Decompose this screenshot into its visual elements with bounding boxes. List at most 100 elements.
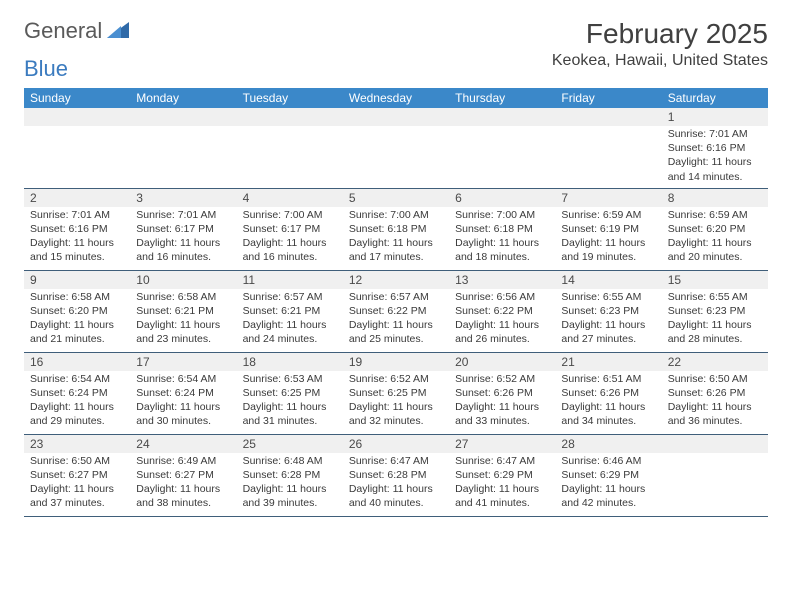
day-cell: 3Sunrise: 7:01 AMSunset: 6:17 PMDaylight… [130, 188, 236, 270]
weekday-header: Saturday [662, 88, 768, 108]
day-cell: 24Sunrise: 6:49 AMSunset: 6:27 PMDayligh… [130, 434, 236, 516]
day-cell: 7Sunrise: 6:59 AMSunset: 6:19 PMDaylight… [555, 188, 661, 270]
day-cell: 6Sunrise: 7:00 AMSunset: 6:18 PMDaylight… [449, 188, 555, 270]
week-row: 16Sunrise: 6:54 AMSunset: 6:24 PMDayligh… [24, 352, 768, 434]
day-number: 17 [130, 353, 236, 371]
daylight-text: Daylight: 11 hours and 38 minutes. [136, 482, 230, 510]
daylight-text: Daylight: 11 hours and 16 minutes. [136, 236, 230, 264]
day-number: 21 [555, 353, 661, 371]
sunrise-text: Sunrise: 6:52 AM [455, 372, 549, 386]
day-cell: 15Sunrise: 6:55 AMSunset: 6:23 PMDayligh… [662, 270, 768, 352]
day-details: Sunrise: 6:58 AMSunset: 6:20 PMDaylight:… [24, 289, 130, 351]
day-cell [237, 108, 343, 188]
sunset-text: Sunset: 6:28 PM [243, 468, 337, 482]
day-cell: 17Sunrise: 6:54 AMSunset: 6:24 PMDayligh… [130, 352, 236, 434]
daylight-text: Daylight: 11 hours and 34 minutes. [561, 400, 655, 428]
day-number: 18 [237, 353, 343, 371]
daylight-text: Daylight: 11 hours and 41 minutes. [455, 482, 549, 510]
day-details: Sunrise: 6:48 AMSunset: 6:28 PMDaylight:… [237, 453, 343, 515]
daylight-text: Daylight: 11 hours and 27 minutes. [561, 318, 655, 346]
daylight-text: Daylight: 11 hours and 37 minutes. [30, 482, 124, 510]
day-number [555, 108, 661, 126]
sunrise-text: Sunrise: 7:01 AM [30, 208, 124, 222]
day-number: 14 [555, 271, 661, 289]
sunrise-text: Sunrise: 6:58 AM [30, 290, 124, 304]
sunset-text: Sunset: 6:27 PM [30, 468, 124, 482]
sunrise-text: Sunrise: 6:58 AM [136, 290, 230, 304]
day-number [662, 435, 768, 453]
daylight-text: Daylight: 11 hours and 25 minutes. [349, 318, 443, 346]
day-details: Sunrise: 6:59 AMSunset: 6:20 PMDaylight:… [662, 207, 768, 269]
day-cell: 9Sunrise: 6:58 AMSunset: 6:20 PMDaylight… [24, 270, 130, 352]
sunset-text: Sunset: 6:21 PM [136, 304, 230, 318]
logo-triangle-icon [107, 20, 129, 43]
day-details: Sunrise: 7:00 AMSunset: 6:18 PMDaylight:… [343, 207, 449, 269]
weekday-header-row: Sunday Monday Tuesday Wednesday Thursday… [24, 88, 768, 108]
weekday-header: Sunday [24, 88, 130, 108]
sunset-text: Sunset: 6:16 PM [668, 141, 762, 155]
day-details: Sunrise: 6:47 AMSunset: 6:28 PMDaylight:… [343, 453, 449, 515]
day-details: Sunrise: 6:46 AMSunset: 6:29 PMDaylight:… [555, 453, 661, 515]
day-number: 25 [237, 435, 343, 453]
day-number [449, 108, 555, 126]
sunset-text: Sunset: 6:24 PM [30, 386, 124, 400]
day-cell: 25Sunrise: 6:48 AMSunset: 6:28 PMDayligh… [237, 434, 343, 516]
daylight-text: Daylight: 11 hours and 28 minutes. [668, 318, 762, 346]
day-details: Sunrise: 6:52 AMSunset: 6:26 PMDaylight:… [449, 371, 555, 433]
sunset-text: Sunset: 6:26 PM [455, 386, 549, 400]
day-number: 2 [24, 189, 130, 207]
sunrise-text: Sunrise: 6:47 AM [349, 454, 443, 468]
day-details: Sunrise: 7:01 AMSunset: 6:16 PMDaylight:… [24, 207, 130, 269]
daylight-text: Daylight: 11 hours and 30 minutes. [136, 400, 230, 428]
day-number: 22 [662, 353, 768, 371]
day-details: Sunrise: 6:52 AMSunset: 6:25 PMDaylight:… [343, 371, 449, 433]
day-cell: 16Sunrise: 6:54 AMSunset: 6:24 PMDayligh… [24, 352, 130, 434]
sunset-text: Sunset: 6:25 PM [349, 386, 443, 400]
day-cell: 12Sunrise: 6:57 AMSunset: 6:22 PMDayligh… [343, 270, 449, 352]
sunset-text: Sunset: 6:29 PM [455, 468, 549, 482]
day-number: 13 [449, 271, 555, 289]
week-row: 2Sunrise: 7:01 AMSunset: 6:16 PMDaylight… [24, 188, 768, 270]
week-row: 1Sunrise: 7:01 AMSunset: 6:16 PMDaylight… [24, 108, 768, 188]
day-number [24, 108, 130, 126]
sunrise-text: Sunrise: 6:48 AM [243, 454, 337, 468]
daylight-text: Daylight: 11 hours and 40 minutes. [349, 482, 443, 510]
sunset-text: Sunset: 6:22 PM [349, 304, 443, 318]
daylight-text: Daylight: 11 hours and 31 minutes. [243, 400, 337, 428]
day-cell: 14Sunrise: 6:55 AMSunset: 6:23 PMDayligh… [555, 270, 661, 352]
weekday-header: Friday [555, 88, 661, 108]
day-number: 28 [555, 435, 661, 453]
sunset-text: Sunset: 6:26 PM [668, 386, 762, 400]
sunrise-text: Sunrise: 6:57 AM [349, 290, 443, 304]
daylight-text: Daylight: 11 hours and 16 minutes. [243, 236, 337, 264]
sunset-text: Sunset: 6:17 PM [243, 222, 337, 236]
day-number: 26 [343, 435, 449, 453]
day-cell: 28Sunrise: 6:46 AMSunset: 6:29 PMDayligh… [555, 434, 661, 516]
sunrise-text: Sunrise: 7:01 AM [668, 127, 762, 141]
sunset-text: Sunset: 6:17 PM [136, 222, 230, 236]
day-details: Sunrise: 6:56 AMSunset: 6:22 PMDaylight:… [449, 289, 555, 351]
daylight-text: Daylight: 11 hours and 18 minutes. [455, 236, 549, 264]
day-cell [555, 108, 661, 188]
day-number: 20 [449, 353, 555, 371]
day-details: Sunrise: 6:57 AMSunset: 6:22 PMDaylight:… [343, 289, 449, 351]
day-cell: 4Sunrise: 7:00 AMSunset: 6:17 PMDaylight… [237, 188, 343, 270]
sunrise-text: Sunrise: 6:49 AM [136, 454, 230, 468]
calendar-table: Sunday Monday Tuesday Wednesday Thursday… [24, 88, 768, 517]
daylight-text: Daylight: 11 hours and 14 minutes. [668, 155, 762, 183]
sunrise-text: Sunrise: 6:54 AM [136, 372, 230, 386]
day-number [130, 108, 236, 126]
sunrise-text: Sunrise: 6:59 AM [561, 208, 655, 222]
day-cell: 23Sunrise: 6:50 AMSunset: 6:27 PMDayligh… [24, 434, 130, 516]
sunset-text: Sunset: 6:19 PM [561, 222, 655, 236]
day-cell: 20Sunrise: 6:52 AMSunset: 6:26 PMDayligh… [449, 352, 555, 434]
sunset-text: Sunset: 6:26 PM [561, 386, 655, 400]
day-number: 5 [343, 189, 449, 207]
day-cell: 13Sunrise: 6:56 AMSunset: 6:22 PMDayligh… [449, 270, 555, 352]
sunrise-text: Sunrise: 6:55 AM [561, 290, 655, 304]
day-cell [130, 108, 236, 188]
day-cell: 2Sunrise: 7:01 AMSunset: 6:16 PMDaylight… [24, 188, 130, 270]
day-details: Sunrise: 6:58 AMSunset: 6:21 PMDaylight:… [130, 289, 236, 351]
day-number: 12 [343, 271, 449, 289]
sunrise-text: Sunrise: 6:57 AM [243, 290, 337, 304]
